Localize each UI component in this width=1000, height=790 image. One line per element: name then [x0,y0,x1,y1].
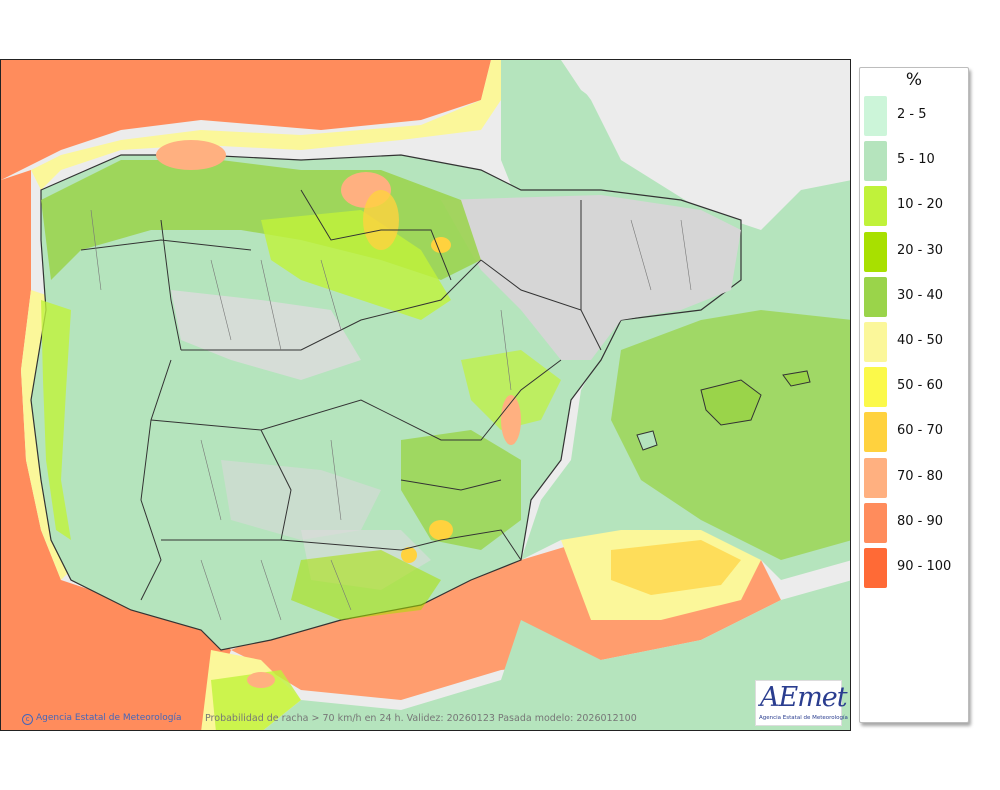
region-borders [80,189,602,601]
legend-label: 40 - 50 [897,333,944,348]
legend-label: 60 - 70 [897,423,944,439]
legend-item: 5 - 10 [864,141,968,182]
legend-item: 2 - 5 [864,96,968,136]
legend-item: 10 - 20 [864,186,968,227]
navarre-hotspot [431,237,451,253]
basque-hotspot [363,190,399,250]
france-area [561,60,850,180]
castile-green-area [261,210,451,320]
legend-label: 5 - 10 [897,152,935,168]
logo-wordmark: AEmet [760,682,848,713]
menorca [782,370,811,387]
legend-item: 70 - 80 [864,457,968,498]
map-canvas [1,60,850,730]
legend-swatch [864,276,887,317]
atlantic-west-zone [1,170,231,730]
legend-label: 80 - 90 [897,513,944,529]
legend-item: 20 - 30 [864,231,968,272]
map-caption: Probabilidad de racha > 70 km/h en 24 h.… [205,713,637,724]
legend-title: % [905,70,923,90]
legend-label: 2 - 5 [897,107,927,122]
south-green-area [291,550,441,620]
legend-label: 30 - 40 [897,287,944,303]
legend-item: 30 - 40 [864,276,968,317]
legend-swatch [864,231,887,272]
legend-item: 60 - 70 [864,412,968,453]
murcia-hotspot [429,520,453,540]
granada-hotspot [401,547,417,563]
legend-label: 50 - 60 [897,378,944,394]
legend-label: 20 - 30 [897,242,944,258]
credit-text: Agencia Estatal de Meteorología [36,713,182,723]
credit-line: c Agencia Estatal de Meteorología [22,713,182,725]
legend-swatch [864,322,887,362]
portugal-coast-green [41,300,71,540]
legend-panel: % 2 - 5 5 - 10 10 - 20 20 - 30 30 - 40 40 - 5… [859,67,969,723]
atlantic-north-zone [1,60,491,180]
south-sea-zone [263,580,850,730]
ibiza [636,430,658,451]
legend-label: 90 - 100 [897,559,952,574]
legend-swatch [864,96,887,136]
legend-item: 80 - 90 [864,502,968,543]
probability-map [0,59,851,731]
legend-swatch [864,502,887,543]
duero-area [171,290,361,380]
legend-label: 10 - 20 [897,197,944,213]
legend-swatch [864,186,887,227]
alboran-orange-zone [611,540,741,595]
castellon-hotspot [501,395,521,445]
legend-label: 70 - 80 [897,468,944,484]
morocco-hotspot [247,672,275,688]
province-borders [90,209,692,621]
legend-swatch [864,457,887,498]
ebro-pyrenees-area [441,195,741,360]
morocco-north-zone [211,670,301,730]
aemet-logo: AEmet Agencia Estatal de Meteorología [755,680,848,726]
mallorca [700,379,762,426]
balearic-sea-zone [611,310,850,560]
legend-item: 40 - 50 [864,322,968,362]
legend-item: 50 - 60 [864,367,968,408]
legend-swatch [864,367,887,408]
west-coast-band [21,290,71,580]
legend-item: 90 - 100 [864,548,968,588]
legend-swatch [864,141,887,182]
copyright-icon: c [22,714,33,725]
legend-swatch [864,412,887,453]
legend-swatch [864,548,887,588]
asturias-hotspot [156,140,226,170]
logo-subtitle: Agencia Estatal de Meteorología [759,715,848,721]
